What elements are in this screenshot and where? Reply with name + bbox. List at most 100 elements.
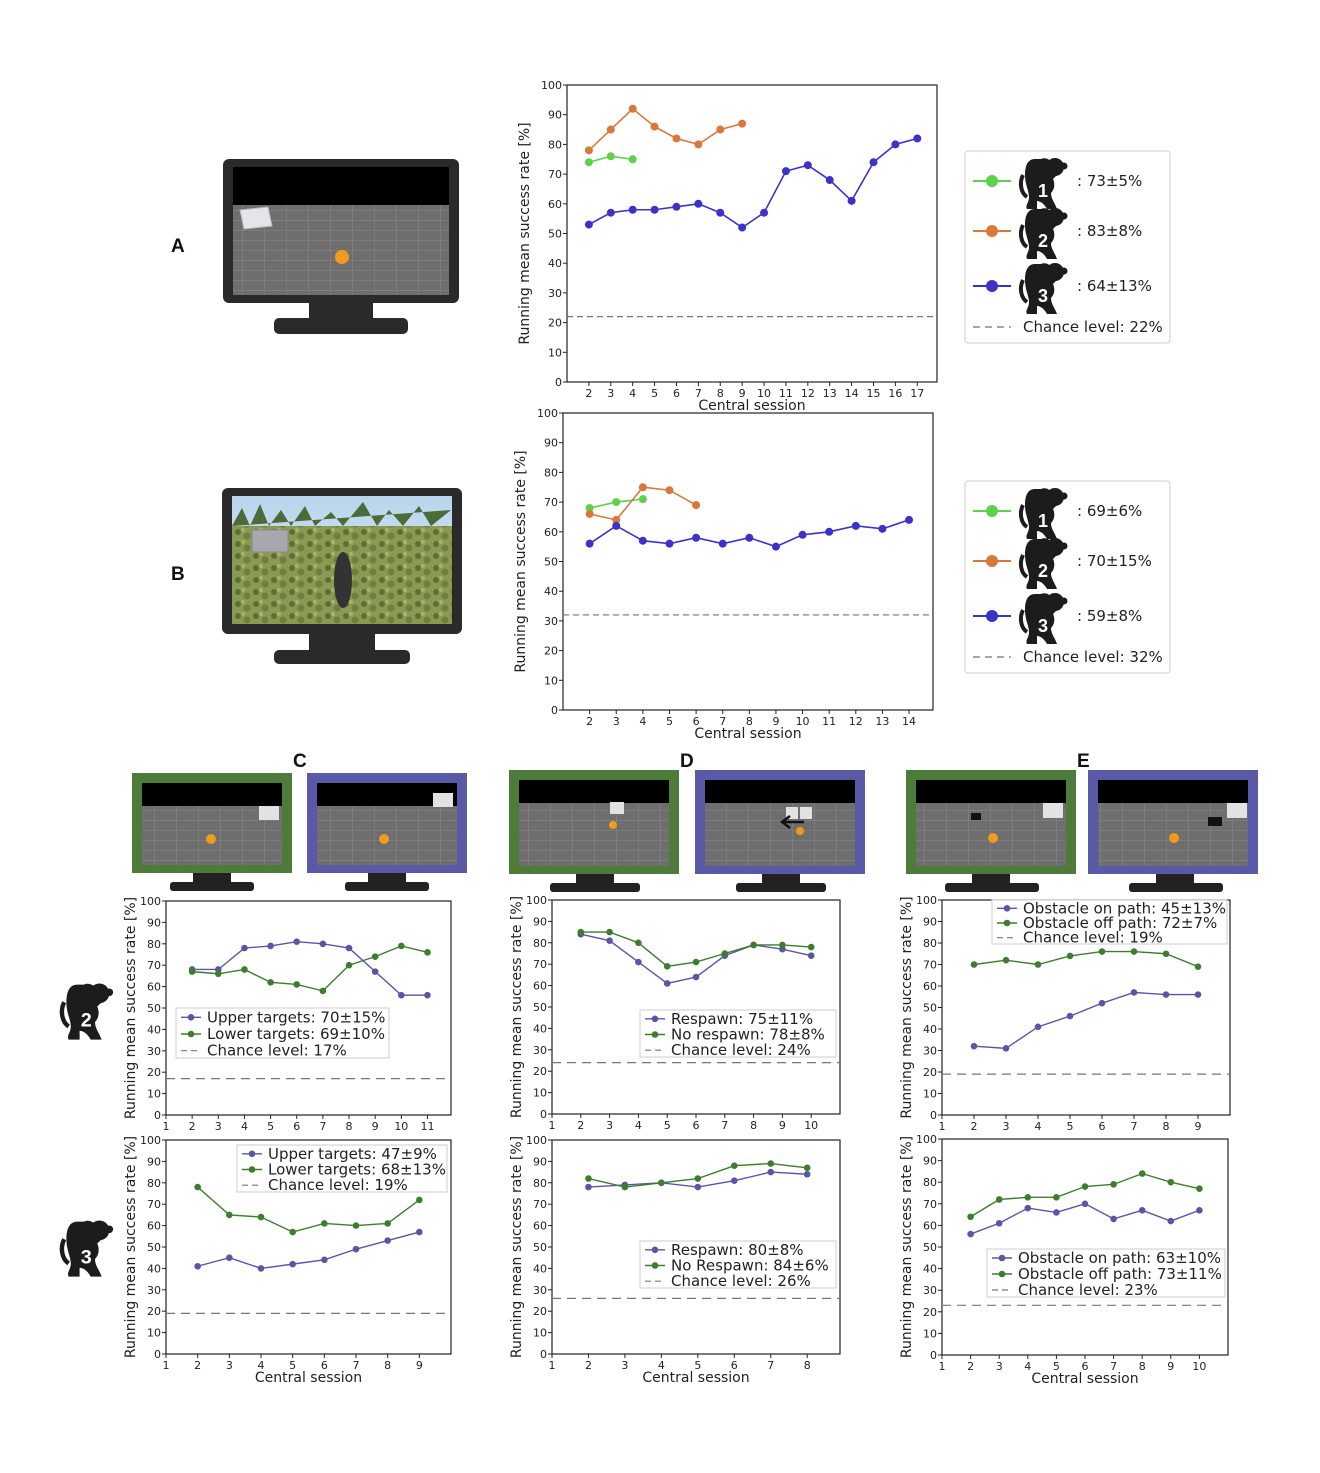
legend-label: : 83±8%: [1077, 222, 1142, 240]
data-point-series-1: [321, 1256, 328, 1264]
data-point-series-3: [913, 134, 922, 143]
x-tick-label: 5: [666, 715, 673, 728]
y-tick-label: 50: [533, 1241, 547, 1254]
chart-legend-marker: [248, 1166, 256, 1173]
data-point-series-1: [606, 937, 613, 944]
chart-legend-frame: [639, 1240, 837, 1289]
x-tick-label: 7: [1110, 1360, 1117, 1373]
data-point-series-3: [650, 205, 659, 214]
chart-legend-label: Chance level: 19%: [1023, 929, 1163, 947]
monkey-badge-number: 2: [1038, 231, 1048, 251]
monitor-icon-c-blue: [307, 773, 467, 891]
y-tick-label: 60: [923, 1219, 937, 1232]
legend-chance-label: Chance level: 32%: [1023, 648, 1163, 666]
x-tick-label: 7: [721, 1119, 728, 1132]
data-point-series-2: [638, 483, 647, 492]
x-tick-label: 6: [693, 715, 700, 728]
legend-label: : 73±5%: [1077, 172, 1142, 190]
chart-legend: Upper targets: 70±15%Lower targets: 69±1…: [175, 1007, 390, 1060]
data-point-series-2: [750, 941, 757, 949]
x-tick-label: 7: [719, 715, 726, 728]
x-tick-label: 4: [635, 1119, 642, 1132]
legend-label: : 70±15%: [1077, 552, 1152, 570]
data-point-series-2: [352, 1222, 360, 1229]
y-axis-title: Running mean success rate [%]: [123, 1136, 139, 1358]
y-tick-label: 0: [930, 1109, 937, 1122]
data-point-series-2: [1034, 961, 1042, 968]
x-tick-label: 4: [629, 387, 636, 400]
data-point-series-3: [851, 521, 860, 530]
x-tick-label: 5: [267, 1120, 274, 1133]
data-point-series-1: [293, 938, 301, 945]
x-tick-label: 8: [1163, 1120, 1170, 1133]
series-line-2: [197, 1186, 420, 1233]
chart-legend-marker: [1003, 905, 1011, 912]
y-tick-label: 70: [147, 959, 161, 972]
data-point-series-2: [585, 509, 594, 518]
monitor-icon-e-green: [906, 770, 1076, 892]
chart-A: 0 10 20 30 40 50 60 70 80 90 100 2 3 4 5 6 7 8 9 10 11 12 13 14…: [517, 79, 938, 414]
monitor-icon-a: [223, 159, 459, 334]
legend-label: : 59±8%: [1077, 607, 1142, 625]
data-point-series-1: [803, 1170, 811, 1178]
x-tick-label: 1: [549, 1119, 556, 1132]
data-point-series-2: [628, 104, 637, 113]
y-axis-title: Running mean success rate [%]: [513, 450, 529, 672]
data-point-series-1: [1081, 1200, 1089, 1208]
monkey-badge-number: 1: [1038, 181, 1048, 201]
y-tick-label: 20: [548, 317, 562, 330]
data-point-series-1: [424, 991, 431, 999]
data-point-series-3: [760, 208, 769, 217]
x-tick-label: 10: [757, 387, 771, 400]
x-tick-label: 6: [673, 387, 680, 400]
chart-legend-label: No respawn: 78±8%: [671, 1026, 825, 1044]
y-tick-label: 70: [923, 1198, 937, 1211]
y-tick-label: 90: [544, 437, 558, 450]
data-point-series-3: [584, 220, 593, 229]
x-tick-label: 2: [971, 1120, 978, 1133]
data-point-series-2: [1066, 952, 1074, 960]
chart-legend-label: Chance level: 19%: [268, 1176, 408, 1194]
data-point-series-2: [694, 140, 703, 149]
legend-a: 1: 73±5% 2: 83±8% 3: 64±13% Chance level: 2…: [964, 150, 1171, 344]
chart-D2: 0 10 20 30 40 50 60 70 80 90 100 1 2 3 4 5 6 7 8 9 10 Running…: [509, 894, 841, 1132]
data-point-series-2: [289, 1228, 296, 1236]
x-tick-label: 2: [194, 1359, 201, 1372]
chart-legend-marker: [651, 1031, 659, 1038]
data-point-series-2: [1162, 950, 1170, 958]
y-tick-label: 20: [147, 1305, 161, 1318]
data-point-series-2: [803, 1164, 811, 1172]
data-point-series-2: [970, 961, 978, 968]
chart-legend-marker: [187, 1030, 195, 1038]
data-point-series-2: [694, 1175, 702, 1182]
y-tick-label: 100: [916, 1133, 937, 1146]
y-tick-label: 40: [923, 1263, 937, 1276]
x-tick-label: 2: [577, 1119, 584, 1132]
data-point-series-1: [345, 944, 353, 952]
x-tick-label: 5: [664, 1119, 671, 1132]
x-tick-label: 2: [586, 715, 593, 728]
data-point-series-1: [585, 504, 594, 513]
chart-legend-marker: [998, 1270, 1006, 1278]
y-tick-label: 60: [147, 1220, 161, 1233]
plot-frame: [562, 412, 934, 711]
x-tick-label: 5: [694, 1359, 701, 1372]
y-tick-label: 30: [923, 1284, 937, 1297]
x-tick-label: 3: [215, 1120, 222, 1133]
data-point-series-2: [716, 125, 725, 134]
data-point-series-3: [612, 521, 621, 530]
x-tick-label: 6: [731, 1359, 738, 1372]
y-tick-label: 80: [548, 138, 562, 151]
y-tick-label: 60: [533, 1220, 547, 1233]
data-point-series-1: [612, 498, 621, 507]
y-tick-label: 60: [923, 980, 937, 993]
chart-legend-label: No Respawn: 84±6%: [671, 1257, 829, 1275]
plot-frame: [566, 84, 938, 383]
chart-legend-label: Obstacle off path: 72±7%: [1023, 914, 1217, 932]
data-point-series-1: [1196, 1206, 1203, 1214]
data-point-series-3: [716, 208, 725, 217]
y-tick-label: 10: [533, 1327, 547, 1340]
data-point-series-2: [371, 953, 379, 960]
data-point-series-1: [995, 1219, 1003, 1227]
y-tick-label: 70: [548, 168, 562, 181]
